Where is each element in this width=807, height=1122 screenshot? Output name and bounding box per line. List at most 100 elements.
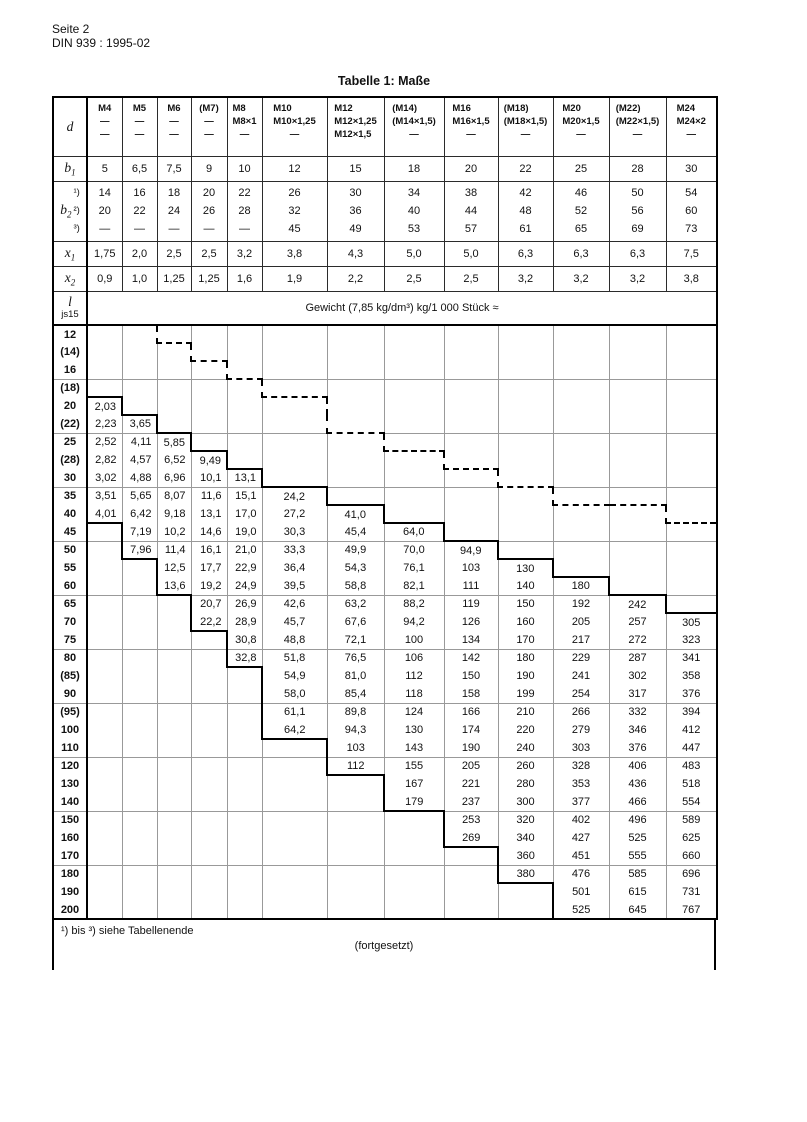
footnote-mark: ¹) [73,187,80,198]
weight-value-cell [121,829,157,847]
table-row: (22) 2,23 3,65 [53,414,717,434]
weight-value-cell [552,541,609,559]
weight-header-row: l js15 Gewicht (7,85 kg/dm³) kg/1 000 Stüc… [52,290,718,326]
weight-value-cell: 45,7 [261,613,327,631]
weight-value-cell [665,343,717,361]
weight-value-cell [86,847,122,865]
weight-value-cell [665,541,717,559]
weight-value-cell [665,559,717,577]
dimension-value-cell: 2,0 [121,240,158,267]
weight-value-cell [383,397,444,415]
weight-value-cell [190,703,227,721]
weight-value-cell [190,793,227,811]
weight-value-cell [86,883,122,901]
weight-value-cell [383,901,444,919]
weight-value-cell: 160 [497,613,553,631]
dimension-value-line: — [168,223,180,235]
table-row: 35 3,51 5,65 8,07 11,6 15,1 24,2 [53,486,717,506]
weight-value-cell [86,865,122,883]
weight-value-cell: 142 [443,649,498,667]
l-label: l [68,294,72,310]
weight-value-cell: 112 [383,667,444,685]
weight-value-cell [497,379,553,397]
length-group: 50 7,96 11,4 16,1 21,0 33,3 49,9 70,0 94,9 55 12,5… [53,540,717,596]
column-header-line: M4 [98,103,112,114]
weight-value-cell [156,883,191,901]
dimension-value-cell: 2,5 [156,240,192,267]
column-header-lines: M20 M20×1,5 — [562,102,599,141]
row-label: b2 [60,202,72,220]
weight-value-cell: 143 [383,739,444,757]
column-header-lines: M8 M8×1 — [232,102,256,141]
dimension-value-cell: 22 28 — [226,180,263,242]
weight-value-cell: 305 [665,612,717,631]
column-header-line: — [520,129,531,140]
weight-value-cell [497,397,553,415]
b1-row: b1 5 6,5 7,5 9 10 12 15 18 20 22 25 28 30 [52,155,718,182]
weight-value-cell: 103 [443,559,498,577]
weight-value-cell [261,775,327,793]
weight-value-cell [443,901,498,919]
column-header-lines: M12 M12×1,25 M12×1,5 [334,102,377,141]
weight-value-cell [443,865,498,883]
weight-value-cell: 45,4 [326,523,384,541]
weight-value-cell [552,379,609,397]
weight-value-cell: 3,51 [86,487,122,505]
weight-value-cell [497,883,553,901]
weight-value-cell: 376 [665,685,717,703]
length-cell: 70 [53,613,88,631]
weight-value-cell [383,829,444,847]
d-label: d [66,118,74,134]
dimension-value-line: 40 [407,205,421,217]
weight-value-cell [190,883,227,901]
weight-value-cell: 466 [608,793,666,811]
dimension-value-cell: 7,5 [156,155,192,182]
weight-value-cell [665,451,717,469]
weight-value-cell: 518 [665,775,717,793]
weight-value-cell [156,739,191,757]
weight-value-cell [552,451,609,469]
dimension-value-cell: 3,8 [665,265,718,292]
weight-value-cell: 112 [326,757,384,776]
weight-value-cell: 10,1 [190,469,227,487]
dimension-value-line: — [239,223,250,235]
table-row: 200 525 645 767 [53,901,717,919]
weight-value-cell: 12,5 [156,559,191,577]
weight-value-cell: 6,42 [121,505,157,523]
weight-value-cell [608,343,666,361]
weight-value-cell: 402 [552,811,609,829]
column-header: (M14) (M14×1,5) — [383,96,445,157]
column-header-line: (M14×1,5) [392,116,436,127]
weight-value-cell [86,739,122,757]
weight-value-cell [383,865,444,883]
table-row: 110 103 143 190 240 303 376 447 [53,739,717,757]
weight-value-cell: 49,9 [326,541,384,559]
weight-value-cell: 205 [552,613,609,631]
dimension-value-line: 26 [202,205,216,217]
weight-value-cell [326,325,384,343]
weight-value-cell: 94,2 [383,613,444,631]
column-header-line: M12×1,5 [334,129,372,140]
weight-value-cell [156,361,191,379]
weight-value-cell [226,685,262,703]
weight-value-cell [383,451,444,469]
weight-value-cell [443,523,498,541]
weight-value-cell [665,433,717,451]
weight-value-cell [121,721,157,739]
weight-value-cell: 660 [665,847,717,865]
length-cell: 100 [53,721,88,739]
dimension-value-line: 20 [202,187,216,199]
weight-value-cell [226,793,262,811]
weight-value-cell: 260 [497,757,553,775]
column-header-line: M20×1,5 [562,116,600,127]
length-cell: 160 [53,829,88,847]
weight-value-cell [383,379,444,397]
weight-value-cell [86,541,122,559]
weight-value-cell [156,865,191,883]
weight-value-cell: 353 [552,775,609,793]
weight-value-cell: 3,02 [86,469,122,487]
column-header: M6 — — [156,96,192,157]
weight-value-cell [121,361,157,379]
length-cell: 50 [53,541,88,559]
dimension-value-cell: 7,5 [665,240,718,267]
